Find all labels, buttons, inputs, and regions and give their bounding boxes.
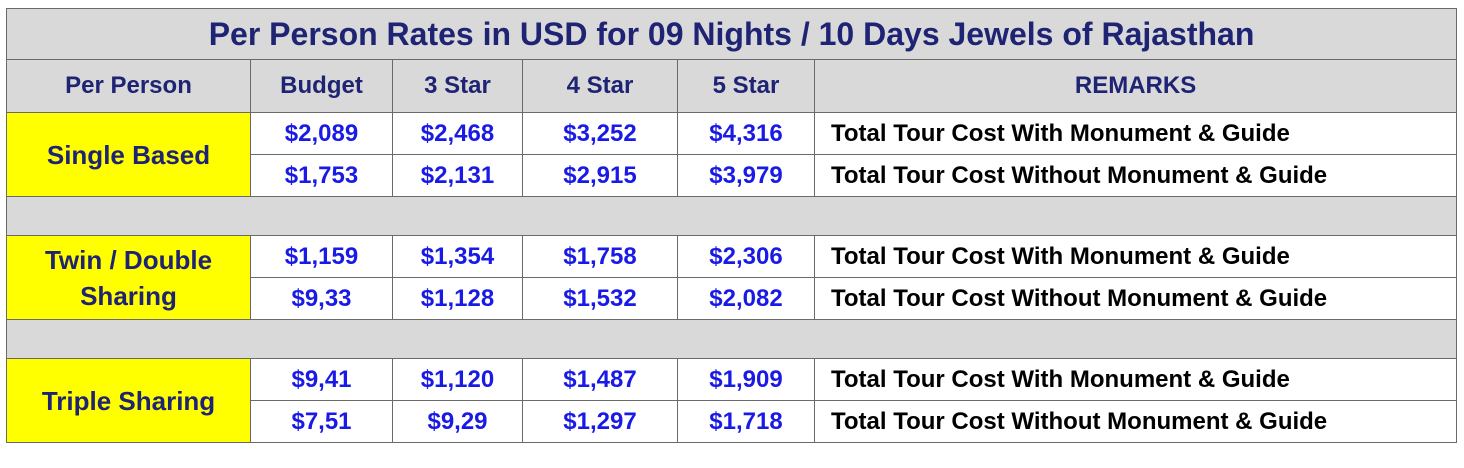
table-row: Single Based $2,089 $2,468 $3,252 $4,316… [6, 112, 1458, 197]
price-4-star: $1,297 [522, 400, 678, 443]
spacer-row [5, 319, 1458, 359]
price-budget: $9,41 [250, 358, 393, 401]
header-5-star: 5 Star [677, 59, 815, 113]
spacer-cell [5, 319, 1458, 359]
price-4-star: $1,758 [522, 235, 678, 278]
table-row: $1,753 $2,131 $2,915 $3,979 Total Tour C… [7, 154, 1458, 197]
price-5-star: $2,306 [677, 235, 815, 278]
table-title: Per Person Rates in USD for 09 Nights / … [5, 8, 1458, 60]
header-4-star: 4 Star [522, 59, 678, 113]
remark-text: Total Tour Cost With Monument & Guide [813, 235, 1458, 278]
price-4-star: $3,252 [522, 112, 678, 155]
group-label-triple: Triple Sharing [6, 358, 251, 443]
price-budget: $9,33 [250, 277, 393, 320]
header-per-person: Per Person [6, 59, 251, 113]
group-label-line: Twin / Double [44, 244, 213, 275]
price-5-star: $1,909 [677, 358, 815, 401]
header-3-star: 3 Star [392, 59, 523, 113]
remark-text: Total Tour Cost Without Monument & Guide [813, 154, 1458, 197]
remark-text: Total Tour Cost Without Monument & Guide [813, 400, 1458, 443]
price-5-star: $4,316 [677, 112, 815, 155]
remark-text: Total Tour Cost Without Monument & Guide [813, 277, 1458, 320]
price-3-star: $9,29 [392, 400, 523, 443]
header-row: Per Person Budget 3 Star 4 Star 5 Star R… [6, 59, 1458, 113]
spacer-row [5, 196, 1458, 236]
price-3-star: $1,120 [392, 358, 523, 401]
price-4-star: $1,532 [522, 277, 678, 320]
spacer-cell [5, 196, 1458, 236]
table-row: $9,33 $1,128 $1,532 $2,082 Total Tour Co… [7, 277, 1458, 320]
price-3-star: $1,128 [392, 277, 523, 320]
price-3-star: $1,354 [392, 235, 523, 278]
price-5-star: $1,718 [677, 400, 815, 443]
price-4-star: $1,487 [522, 358, 678, 401]
price-budget: $1,159 [250, 235, 393, 278]
price-budget: $7,51 [250, 400, 393, 443]
group-label-twin-double: Twin / Double Sharing [6, 235, 251, 320]
remark-text: Total Tour Cost With Monument & Guide [813, 112, 1458, 155]
table-row: $7,51 $9,29 $1,297 $1,718 Total Tour Cos… [7, 400, 1458, 443]
group-label-line: Sharing [80, 280, 177, 311]
price-5-star: $2,082 [677, 277, 815, 320]
table-row: Triple Sharing $9,41 $1,120 $1,487 $1,90… [6, 358, 1458, 443]
price-budget: $1,753 [250, 154, 393, 197]
header-remarks: REMARKS [813, 59, 1458, 113]
group-label-single: Single Based [6, 112, 251, 197]
table-row: Twin / Double Sharing $1,159 $1,354 $1,7… [6, 235, 1458, 320]
price-4-star: $2,915 [522, 154, 678, 197]
rates-table: Per Person Rates in USD for 09 Nights / … [5, 8, 1458, 443]
price-3-star: $2,468 [392, 112, 523, 155]
title-row: Per Person Rates in USD for 09 Nights / … [5, 8, 1458, 60]
rates-table-container: Per Person Rates in USD for 09 Nights / … [5, 8, 1458, 443]
remark-text: Total Tour Cost With Monument & Guide [813, 358, 1458, 401]
price-budget: $2,089 [250, 112, 393, 155]
header-budget: Budget [250, 59, 393, 113]
price-5-star: $3,979 [677, 154, 815, 197]
price-3-star: $2,131 [392, 154, 523, 197]
